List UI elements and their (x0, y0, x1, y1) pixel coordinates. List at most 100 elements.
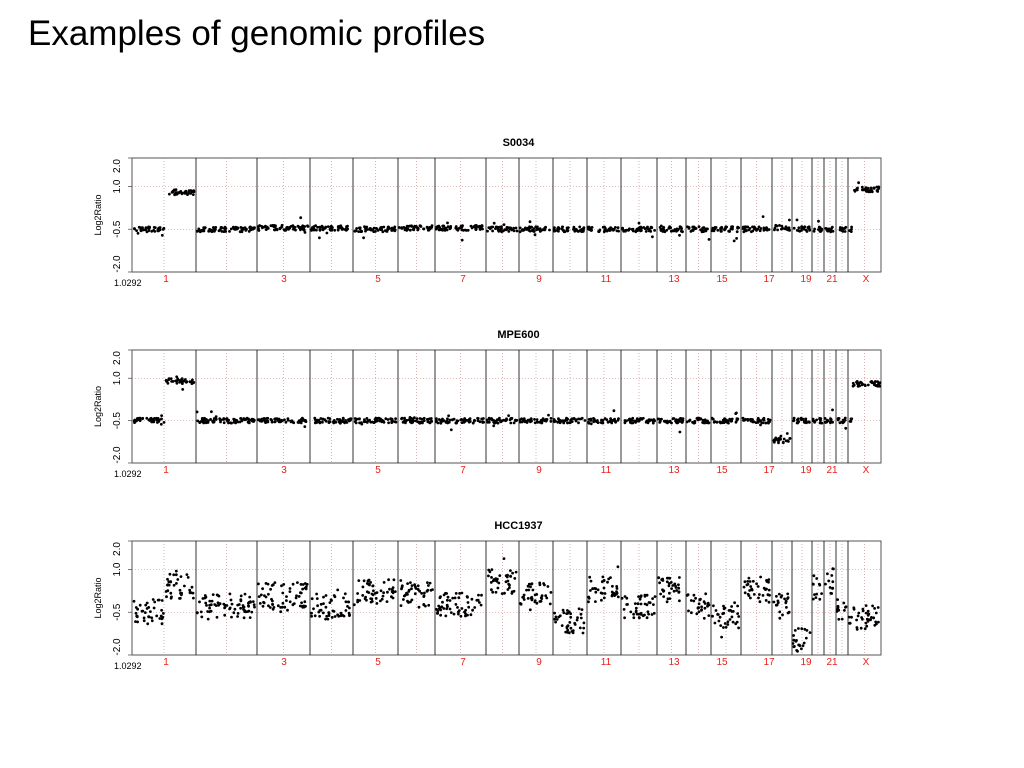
data-point (299, 418, 303, 421)
data-point (539, 599, 543, 603)
data-point (264, 595, 268, 599)
data-point (209, 418, 213, 421)
data-point (297, 595, 301, 598)
data-point (403, 593, 407, 597)
data-point (301, 583, 305, 586)
data-point (270, 420, 274, 424)
data-point (696, 416, 699, 420)
data-point (285, 595, 288, 598)
data-point (200, 417, 204, 420)
data-point (191, 193, 195, 197)
data-point (603, 592, 607, 595)
data-point (413, 416, 416, 420)
data-point (616, 226, 620, 230)
data-point (186, 576, 190, 579)
data-point (316, 225, 319, 229)
data-point (818, 583, 822, 587)
data-point (232, 420, 236, 424)
data-point (685, 420, 689, 424)
data-point (257, 595, 261, 598)
data-point (326, 225, 330, 229)
data-point (786, 227, 789, 231)
data-point (704, 229, 708, 233)
chart-title: HCC1937 (494, 520, 542, 532)
data-point (731, 610, 735, 613)
data-point (375, 602, 379, 605)
data-point (205, 604, 208, 607)
data-point (602, 579, 606, 583)
data-point (336, 417, 339, 421)
data-point (174, 573, 178, 577)
data-point (704, 420, 708, 424)
data-point (410, 587, 413, 591)
y-tick-label: -0.5 (112, 603, 123, 621)
data-point (267, 592, 270, 596)
data-point (274, 227, 278, 231)
data-point (222, 421, 226, 425)
data-point (211, 593, 215, 596)
data-point (150, 229, 154, 233)
data-point (514, 570, 518, 574)
data-point (792, 416, 796, 420)
data-point (587, 600, 590, 604)
data-point (565, 417, 568, 420)
data-point (737, 626, 740, 630)
data-point (166, 589, 170, 593)
data-point (748, 580, 752, 583)
data-point (185, 573, 189, 576)
data-point (767, 228, 771, 231)
data-point (552, 229, 556, 233)
chromosome-label: 21 (826, 465, 838, 476)
data-point (647, 418, 651, 422)
data-point (700, 605, 703, 609)
data-point (458, 592, 461, 595)
data-point (744, 225, 747, 229)
data-point (615, 585, 619, 588)
data-point (143, 611, 147, 614)
data-point (422, 227, 425, 231)
data-point (549, 591, 553, 594)
data-point (609, 576, 612, 579)
data-point (134, 606, 138, 609)
data-point (438, 596, 442, 600)
data-point (291, 582, 295, 586)
data-point (288, 590, 292, 593)
data-point (473, 606, 477, 609)
data-point (593, 587, 597, 590)
data-point (672, 589, 676, 593)
chromosome-label: 11 (601, 657, 612, 668)
data-point (271, 599, 274, 603)
data-point (785, 432, 789, 435)
data-point (310, 227, 314, 231)
data-point (746, 592, 750, 596)
data-point (379, 228, 382, 232)
data-point (283, 605, 287, 609)
data-point (357, 579, 361, 582)
data-point (649, 230, 653, 233)
data-point (239, 594, 243, 598)
data-point (829, 420, 832, 424)
data-point (698, 417, 702, 421)
data-point (866, 609, 870, 613)
data-point (217, 229, 221, 233)
data-point (575, 618, 579, 622)
data-point (348, 614, 351, 617)
data-point (223, 603, 227, 607)
data-point (616, 595, 620, 599)
data-point (830, 225, 834, 229)
data-point (186, 193, 189, 197)
data-point (668, 419, 672, 423)
data-point (600, 598, 603, 602)
data-point (647, 601, 651, 604)
data-point (634, 609, 638, 613)
data-point (250, 417, 254, 421)
chromosome-label: 9 (536, 657, 542, 668)
data-point (264, 228, 268, 232)
data-point (381, 230, 385, 234)
data-point (636, 602, 640, 606)
data-point (602, 586, 606, 590)
data-point (228, 607, 232, 611)
data-point (788, 218, 791, 222)
data-point (261, 604, 265, 608)
data-point (403, 416, 406, 420)
